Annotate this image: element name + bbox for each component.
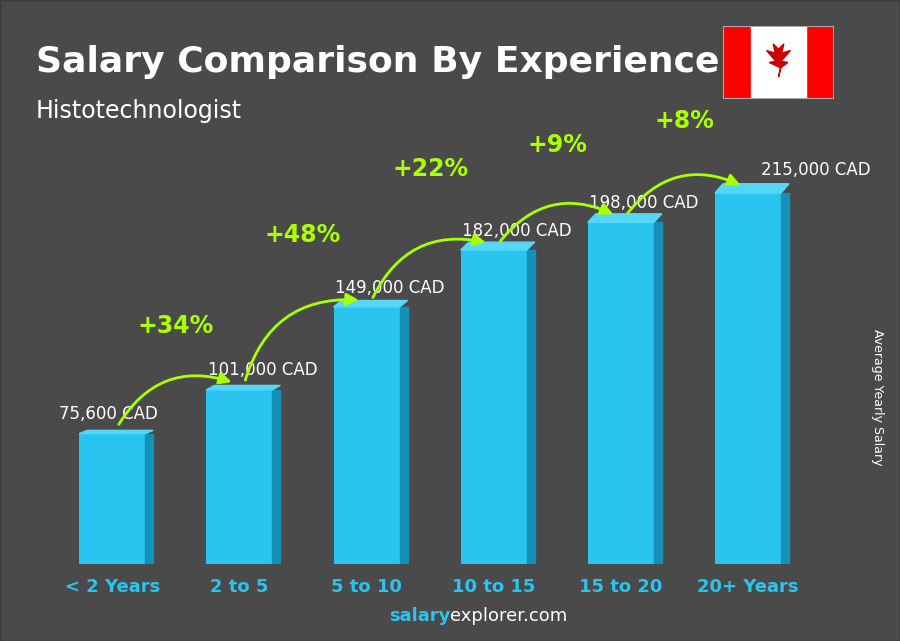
Text: 101,000 CAD: 101,000 CAD [208, 362, 318, 379]
Polygon shape [715, 184, 789, 193]
Text: +34%: +34% [138, 314, 214, 338]
Text: explorer.com: explorer.com [450, 607, 567, 625]
Text: Histotechnologist: Histotechnologist [36, 99, 242, 123]
Text: +48%: +48% [265, 222, 341, 247]
Text: Salary Comparison By Experience: Salary Comparison By Experience [36, 45, 719, 79]
Polygon shape [145, 433, 153, 564]
Bar [715, 193, 781, 564]
Bar [588, 222, 654, 564]
Text: 182,000 CAD: 182,000 CAD [462, 222, 572, 240]
Bar [806, 26, 833, 99]
Polygon shape [273, 390, 281, 564]
Text: 198,000 CAD: 198,000 CAD [590, 194, 698, 212]
Bar [751, 26, 806, 99]
Text: +8%: +8% [654, 108, 715, 133]
Bar [206, 390, 273, 564]
Text: +22%: +22% [392, 157, 468, 181]
Polygon shape [588, 214, 662, 222]
Polygon shape [767, 44, 790, 77]
Polygon shape [400, 307, 408, 564]
Polygon shape [781, 193, 789, 564]
Polygon shape [526, 250, 535, 564]
Polygon shape [334, 301, 408, 307]
Polygon shape [461, 242, 535, 250]
Text: 75,600 CAD: 75,600 CAD [58, 405, 158, 423]
Text: 149,000 CAD: 149,000 CAD [335, 279, 445, 297]
Text: 215,000 CAD: 215,000 CAD [760, 162, 870, 179]
Text: Average Yearly Salary: Average Yearly Salary [871, 329, 884, 465]
Bar [334, 307, 400, 564]
Polygon shape [206, 385, 281, 390]
Polygon shape [79, 430, 153, 433]
Bar [724, 26, 751, 99]
Text: +9%: +9% [527, 133, 587, 157]
Text: salary: salary [389, 607, 450, 625]
Bar [461, 250, 526, 564]
Bar [79, 433, 145, 564]
Polygon shape [654, 222, 662, 564]
